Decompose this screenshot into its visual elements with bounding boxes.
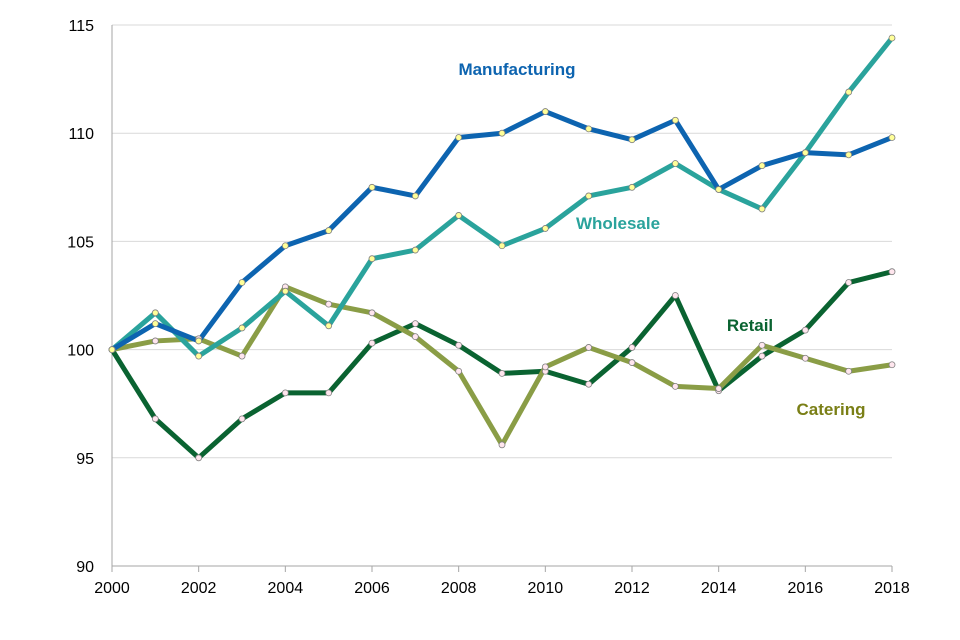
x-axis-ticks: 2000 2002 2004 2006 2008 2010 2012 2014 2016 2018: [94, 566, 910, 597]
point-wholesale-2002: [195, 352, 203, 360]
point-wholesale-2007: [411, 246, 419, 254]
point-retail-2017: [845, 279, 853, 286]
point-wholesale-2008: [455, 212, 463, 219]
point-wholesale-2010: [541, 225, 549, 232]
point-retail-2013: [671, 292, 679, 299]
point-wholesale-2001: [151, 309, 159, 317]
point-catering-2006: [368, 309, 376, 317]
x-tick-label: 2012: [614, 580, 650, 597]
point-retail-2006: [368, 339, 376, 347]
point-wholesale-2011: [585, 192, 593, 200]
x-tick-label: 2002: [181, 580, 217, 597]
point-catering-2014: [715, 385, 723, 392]
point-wholesale-2006: [368, 255, 376, 263]
point-wholesale-2017: [845, 88, 853, 96]
point-retail-2003: [238, 415, 246, 423]
x-tick-label: 2006: [354, 580, 390, 597]
point-catering-2005: [325, 300, 333, 308]
point-manufacturing-2001: [151, 320, 159, 328]
point-wholesale-2015: [758, 205, 766, 213]
point-manufacturing-2017: [845, 151, 853, 159]
point-manufacturing-2007: [411, 192, 419, 200]
x-tick-label: 2016: [788, 580, 824, 597]
point-manufacturing-2010: [541, 108, 549, 115]
gridlines: [112, 24, 892, 459]
y-tick-label: 95: [76, 451, 94, 468]
x-tick-label: 2008: [441, 580, 477, 597]
point-catering-2003: [238, 352, 246, 360]
point-retail-2018: [888, 268, 896, 276]
point-retail-2007: [411, 320, 419, 328]
point-catering-2015: [758, 341, 766, 349]
point-wholesale-2013: [671, 160, 679, 167]
y-axis-ticks: 90 95 100 105 110 115: [67, 18, 94, 576]
point-wholesale-2009: [498, 242, 506, 250]
point-catering-2010: [541, 363, 549, 371]
point-wholesale-2005: [325, 322, 333, 330]
point-manufacturing-2014: [715, 186, 723, 193]
point-manufacturing-2016: [801, 149, 809, 157]
point-manufacturing-2012: [628, 136, 636, 144]
series-label-retail: Retail: [727, 316, 773, 335]
point-wholesale-2012: [628, 183, 636, 191]
point-manufacturing-2015: [758, 162, 766, 170]
series-line-catering: [109, 284, 895, 448]
point-catering-2016: [801, 354, 809, 362]
x-tick-label: 2018: [874, 580, 910, 597]
x-tick-label: 2010: [528, 580, 564, 597]
point-retail-2008: [455, 341, 463, 349]
axes: [111, 25, 892, 567]
point-catering-2018: [888, 361, 896, 369]
y-tick-label: 110: [68, 126, 94, 143]
x-tick-label: 2014: [701, 580, 737, 597]
point-manufacturing-2006: [368, 183, 376, 191]
point-retail-2002: [195, 454, 203, 462]
point-catering-2007: [411, 333, 419, 341]
x-tick-label: 2004: [268, 580, 304, 597]
point-manufacturing-2008: [455, 134, 463, 141]
point-retail-2005: [325, 389, 333, 397]
point-catering-2017: [845, 367, 853, 375]
point-retail-2016: [801, 326, 809, 334]
point-manufacturing-2011: [585, 125, 593, 133]
point-catering-2001: [151, 337, 159, 345]
point-catering-2011: [585, 344, 593, 351]
point-manufacturing-2004: [281, 242, 289, 250]
series-line-manufacturing: [109, 109, 895, 353]
series-label-catering: Catering: [797, 400, 866, 419]
point-manufacturing-2003: [238, 279, 246, 286]
point-catering-2008: [455, 367, 463, 375]
point-catering-2013: [671, 382, 679, 390]
point-retail-2015: [758, 352, 766, 360]
point-retail-2001: [151, 415, 159, 423]
point-wholesale-2018: [888, 34, 896, 42]
point-manufacturing-2005: [325, 227, 333, 234]
point-retail-2004: [281, 389, 289, 397]
point-retail-2011: [585, 380, 593, 388]
series-markers: [108, 34, 896, 462]
point-catering-2012: [628, 359, 636, 366]
point-retail-2009: [498, 370, 506, 377]
point-manufacturing-2013: [671, 116, 679, 124]
y-tick-label: 90: [76, 559, 94, 576]
point-catering-2009: [498, 441, 506, 449]
series-label-wholesale: Wholesale: [576, 214, 660, 233]
y-tick-label: 115: [68, 18, 94, 35]
point-wholesale-2004: [281, 287, 289, 295]
series-label-manufacturing: Manufacturing: [458, 60, 575, 79]
point-manufacturing-2018: [888, 134, 896, 141]
point-manufacturing-2009: [498, 129, 506, 137]
point-manufacturing-2002: [195, 337, 203, 345]
point-manufacturing-2000: [108, 346, 116, 354]
y-tick-label: 105: [67, 234, 94, 251]
y-tick-label: 100: [67, 343, 94, 360]
x-tick-label: 2000: [94, 580, 130, 597]
point-wholesale-2003: [238, 324, 246, 332]
point-retail-2012: [628, 344, 636, 351]
series-line-wholesale: [109, 35, 895, 359]
